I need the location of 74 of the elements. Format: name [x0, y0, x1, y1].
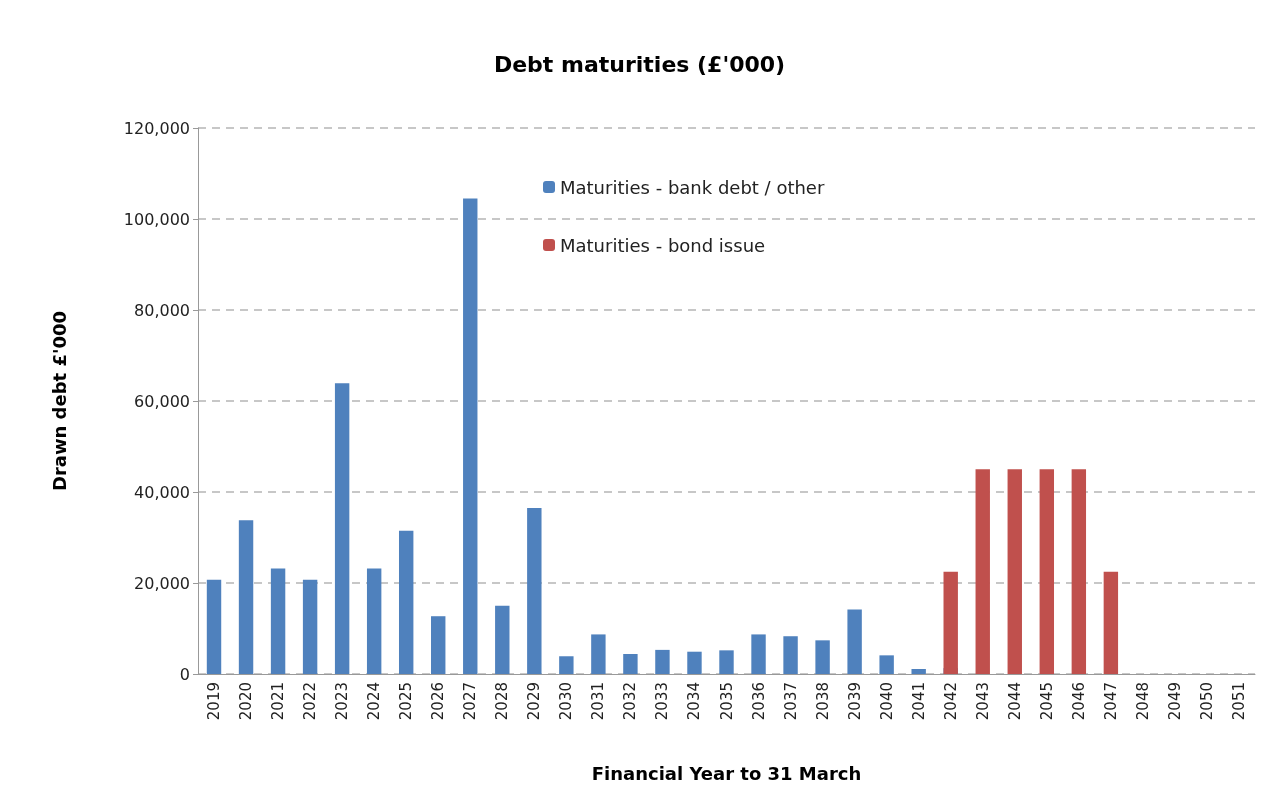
x-tick-label: 2036 [749, 682, 768, 721]
bar [495, 605, 510, 674]
x-tick-label: 2026 [429, 682, 448, 721]
x-tick-label: 2028 [493, 682, 512, 721]
bar [398, 530, 414, 674]
bar [527, 507, 542, 674]
bar [591, 634, 606, 674]
bar [911, 669, 926, 674]
bar [431, 616, 446, 674]
bar [879, 655, 894, 674]
bar [815, 640, 830, 674]
y-tick-label: 120,000 [123, 118, 190, 138]
bar [238, 520, 254, 674]
x-tick-label: 2046 [1069, 682, 1088, 721]
x-tick-label: 2044 [1005, 682, 1024, 721]
x-axis-title: Financial Year to 31 March [591, 762, 862, 784]
bar [783, 636, 798, 674]
x-tick-label: 2048 [1133, 682, 1152, 721]
bar [751, 634, 766, 674]
x-tick-label: 2025 [397, 682, 416, 721]
x-tick-label: 2041 [909, 682, 928, 721]
y-tick-label: 0 [179, 664, 190, 684]
x-tick-label: 2038 [813, 682, 832, 721]
x-tick-label: 2030 [557, 682, 576, 721]
bar [206, 579, 222, 674]
bar [1007, 469, 1022, 674]
x-tick-label: 2021 [269, 682, 288, 721]
x-tick-label: 2024 [365, 682, 384, 721]
bar [270, 568, 286, 674]
chart-title: Debt maturities (£'000) [493, 51, 786, 77]
y-tick-label: 80,000 [134, 300, 190, 320]
x-tick-label: 2045 [1037, 682, 1056, 721]
y-tick-label: 60,000 [134, 391, 190, 411]
bar [623, 653, 638, 674]
x-tick-label: 2019 [205, 682, 224, 721]
x-tick-label: 2033 [653, 682, 672, 721]
bar [655, 649, 670, 674]
bar [943, 571, 958, 674]
x-tick-label: 2022 [301, 682, 320, 721]
bar [847, 609, 862, 674]
bar [1039, 469, 1055, 674]
y-axis-title: Drawn debt £'000 [48, 310, 70, 492]
bar [463, 198, 478, 674]
y-tick-label: 40,000 [134, 482, 190, 502]
bar [687, 651, 702, 674]
x-tick-label: 2049 [1165, 682, 1184, 721]
bar [334, 383, 350, 674]
bar [975, 469, 990, 674]
bar [366, 568, 382, 674]
x-tick-label: 2020 [237, 682, 256, 721]
x-tick-label: 2043 [973, 682, 992, 721]
y-tick-label: 100,000 [123, 209, 190, 229]
bar [719, 650, 734, 674]
legend-label: Maturities - bank debt / other [560, 176, 825, 198]
bar [1071, 469, 1087, 674]
x-tick-label: 2051 [1229, 682, 1248, 721]
x-tick-label: 2037 [781, 682, 800, 721]
y-tick-label: 20,000 [134, 573, 190, 593]
x-tick-label: 2039 [845, 682, 864, 721]
x-tick-label: 2027 [461, 682, 480, 721]
x-tick-label: 2047 [1101, 682, 1120, 721]
bar [302, 579, 318, 674]
x-tick-label: 2050 [1197, 682, 1216, 721]
bar [559, 656, 574, 674]
x-tick-label: 2032 [621, 682, 640, 721]
x-tick-label: 2042 [941, 682, 960, 721]
x-tick-label: 2034 [685, 682, 704, 721]
x-tick-label: 2035 [717, 682, 736, 721]
x-tick-label: 2031 [589, 682, 608, 721]
legend-label: Maturities - bond issue [560, 234, 766, 256]
bar [1103, 571, 1119, 674]
x-tick-label: 2023 [333, 682, 352, 721]
x-tick-label: 2040 [877, 682, 896, 721]
x-tick-label: 2029 [525, 682, 544, 721]
